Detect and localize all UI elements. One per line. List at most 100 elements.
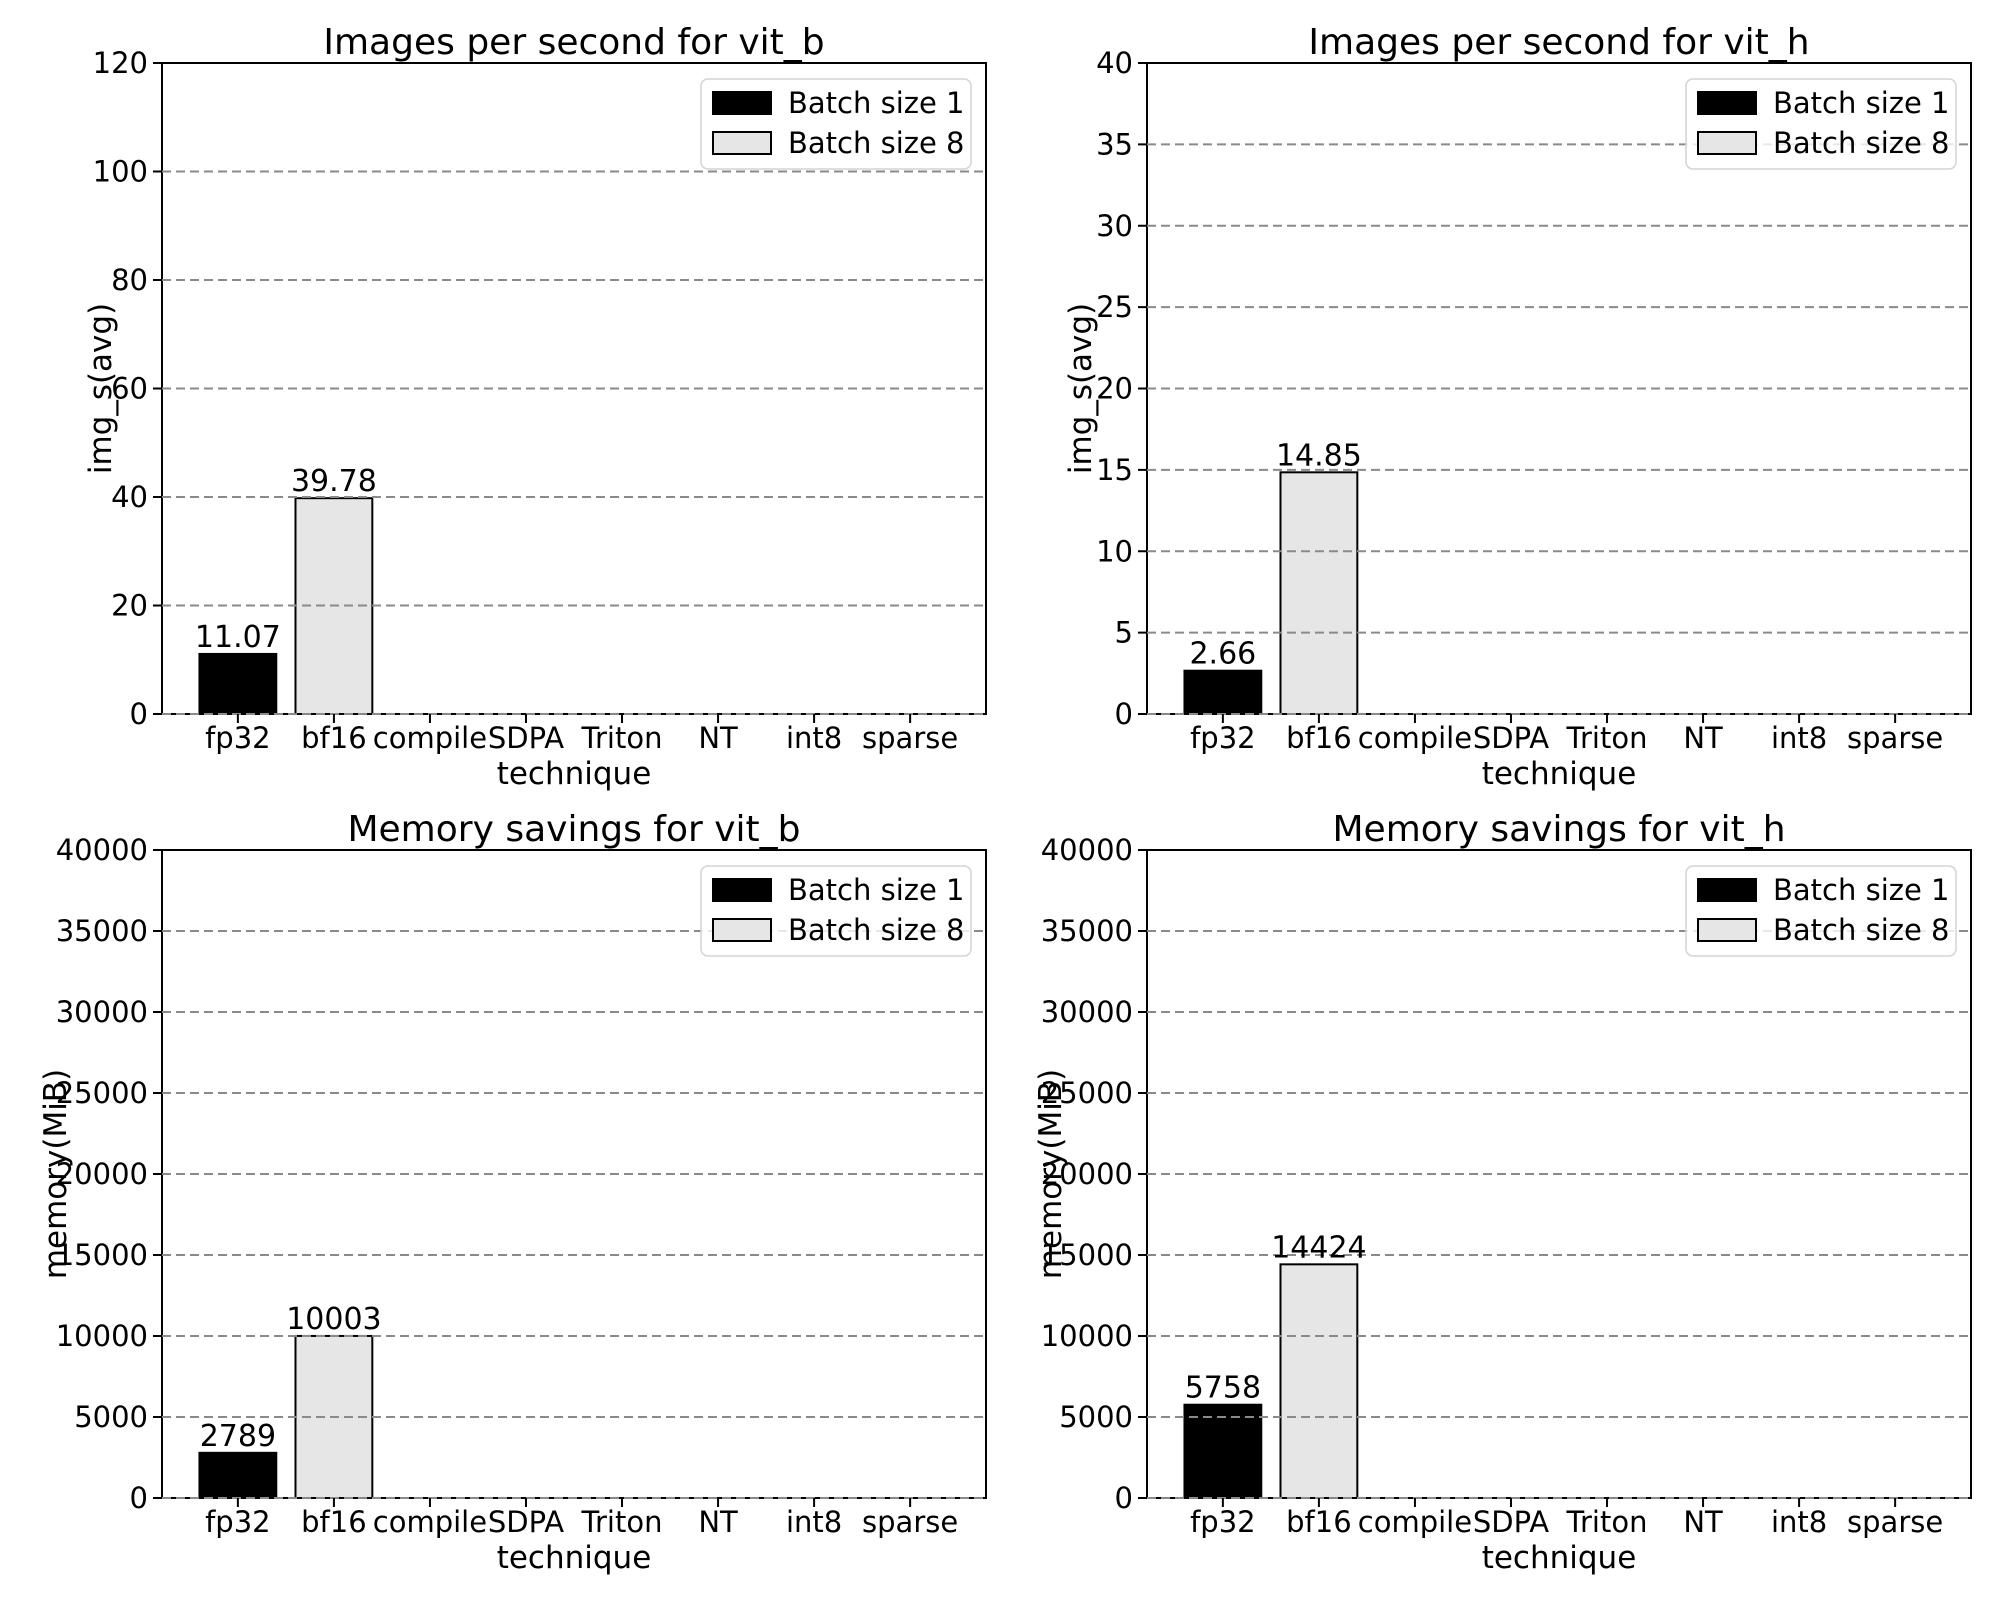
y-tick-label: 20: [111, 589, 148, 623]
x-tick-label: bf16: [1286, 1505, 1352, 1539]
y-tick-label: 25: [1096, 290, 1133, 324]
y-tick-label: 120: [93, 46, 148, 80]
chart-title: Memory savings for vit_b: [347, 809, 800, 850]
x-tick-label: NT: [698, 1505, 738, 1539]
y-axis-label: memory(MiB): [1033, 1069, 1069, 1279]
x-tick-label: bf16: [1286, 721, 1352, 755]
y-tick-label: 35000: [1041, 914, 1133, 948]
x-tick-label: SDPA: [1473, 721, 1549, 755]
legend: Batch size 1 Batch size 8: [700, 78, 972, 170]
bar-value-label: 2.66: [1189, 637, 1256, 672]
bar-fp32: [198, 1451, 278, 1499]
y-tick-label: 5: [1115, 616, 1133, 650]
x-tick-label: bf16: [301, 721, 367, 755]
x-tick-label: NT: [1683, 721, 1723, 755]
x-tick-label: compile: [373, 1505, 487, 1539]
y-tick-label: 25000: [56, 1076, 148, 1110]
x-tick-label: fp32: [205, 1505, 271, 1539]
bar-value-label: 5758: [1185, 1371, 1261, 1406]
y-tick-label: 15: [1096, 453, 1133, 487]
chart-memory-savings-vit_h: Memory savings for vit_h 5758 14424 0 5000 10…: [1000, 800, 2000, 1600]
y-tick-label: 30000: [56, 995, 148, 1029]
x-axis-label: technique: [497, 1540, 652, 1576]
legend-label: Batch size 1: [1773, 873, 1949, 907]
legend-swatch: [712, 91, 772, 115]
legend-swatch: [712, 918, 772, 942]
legend-label: Batch size 1: [1773, 86, 1949, 120]
x-tick-label: int8: [1771, 1505, 1827, 1539]
y-tick-label: 40000: [56, 833, 148, 867]
x-axis-label: technique: [1482, 756, 1637, 792]
y-tick-label: 20000: [56, 1157, 148, 1191]
x-axis-label: technique: [1482, 1540, 1637, 1576]
y-tick-label: 10000: [56, 1319, 148, 1353]
y-tick-label: 0: [130, 1481, 148, 1515]
chart-images-per-second-vit_b: Images per second for vit_b 11.07 39.78 0 20…: [0, 0, 1000, 800]
bar-value-label: 39.78: [291, 464, 377, 499]
bar-bf16: [1279, 1263, 1359, 1499]
bar-fp32: [1183, 1403, 1263, 1499]
x-tick-label: sparse: [1847, 1505, 1943, 1539]
x-tick-label: SDPA: [1473, 1505, 1549, 1539]
y-tick-label: 0: [130, 697, 148, 731]
y-tick-label: 20000: [1041, 1157, 1133, 1191]
legend-label: Batch size 8: [1773, 126, 1949, 160]
x-tick-label: NT: [1683, 1505, 1723, 1539]
x-tick-label: fp32: [205, 721, 271, 755]
x-tick-label: SDPA: [488, 1505, 564, 1539]
legend-label: Batch size 8: [788, 126, 964, 160]
bar-fp32: [1183, 669, 1263, 715]
x-tick-label: Triton: [1566, 721, 1648, 755]
legend-swatch: [1697, 131, 1757, 155]
x-tick-label: sparse: [862, 721, 958, 755]
legend: Batch size 1 Batch size 8: [1685, 78, 1957, 170]
legend: Batch size 1 Batch size 8: [1685, 865, 1957, 957]
y-tick-label: 10000: [1041, 1319, 1133, 1353]
bar-value-label: 2789: [200, 1419, 276, 1454]
y-tick-label: 10: [1096, 534, 1133, 568]
x-tick-label: fp32: [1190, 1505, 1256, 1539]
y-tick-label: 5000: [1059, 1400, 1133, 1434]
y-axis-label: img_s(avg): [83, 303, 119, 474]
x-tick-label: compile: [373, 721, 487, 755]
legend-label: Batch size 8: [788, 913, 964, 947]
bar-value-label: 10003: [286, 1302, 381, 1337]
x-tick-label: sparse: [1847, 721, 1943, 755]
x-tick-label: sparse: [862, 1505, 958, 1539]
x-axis-label: technique: [497, 756, 652, 792]
legend-swatch: [1697, 878, 1757, 902]
y-tick-label: 40000: [1041, 833, 1133, 867]
y-tick-label: 80: [111, 263, 148, 297]
x-tick-label: compile: [1358, 721, 1472, 755]
legend-label: Batch size 1: [788, 86, 964, 120]
y-tick-label: 40: [111, 480, 148, 514]
legend: Batch size 1 Batch size 8: [700, 865, 972, 957]
x-tick-label: Triton: [581, 721, 663, 755]
y-tick-label: 5000: [74, 1400, 148, 1434]
x-tick-label: int8: [786, 1505, 842, 1539]
legend-label: Batch size 1: [788, 873, 964, 907]
bar-fp32: [198, 652, 278, 715]
y-tick-label: 100: [93, 155, 148, 189]
x-tick-label: NT: [698, 721, 738, 755]
x-tick-label: Triton: [581, 1505, 663, 1539]
legend-label: Batch size 8: [1773, 913, 1949, 947]
y-tick-label: 35: [1096, 127, 1133, 161]
x-tick-label: bf16: [301, 1505, 367, 1539]
bar-value-label: 14.85: [1276, 438, 1362, 473]
legend-swatch: [712, 131, 772, 155]
bar-value-label: 14424: [1271, 1230, 1366, 1265]
chart-memory-savings-vit_b: Memory savings for vit_b 2789 10003 0 5000 10…: [0, 800, 1000, 1600]
y-tick-label: 30000: [1041, 995, 1133, 1029]
y-tick-label: 30: [1096, 209, 1133, 243]
x-tick-label: Triton: [1566, 1505, 1648, 1539]
y-tick-label: 0: [1115, 1481, 1133, 1515]
y-tick-label: 60: [111, 372, 148, 406]
x-tick-label: int8: [786, 721, 842, 755]
legend-swatch: [712, 878, 772, 902]
y-tick-label: 35000: [56, 914, 148, 948]
y-tick-label: 0: [1115, 697, 1133, 731]
x-tick-label: int8: [1771, 721, 1827, 755]
y-tick-label: 40: [1096, 46, 1133, 80]
